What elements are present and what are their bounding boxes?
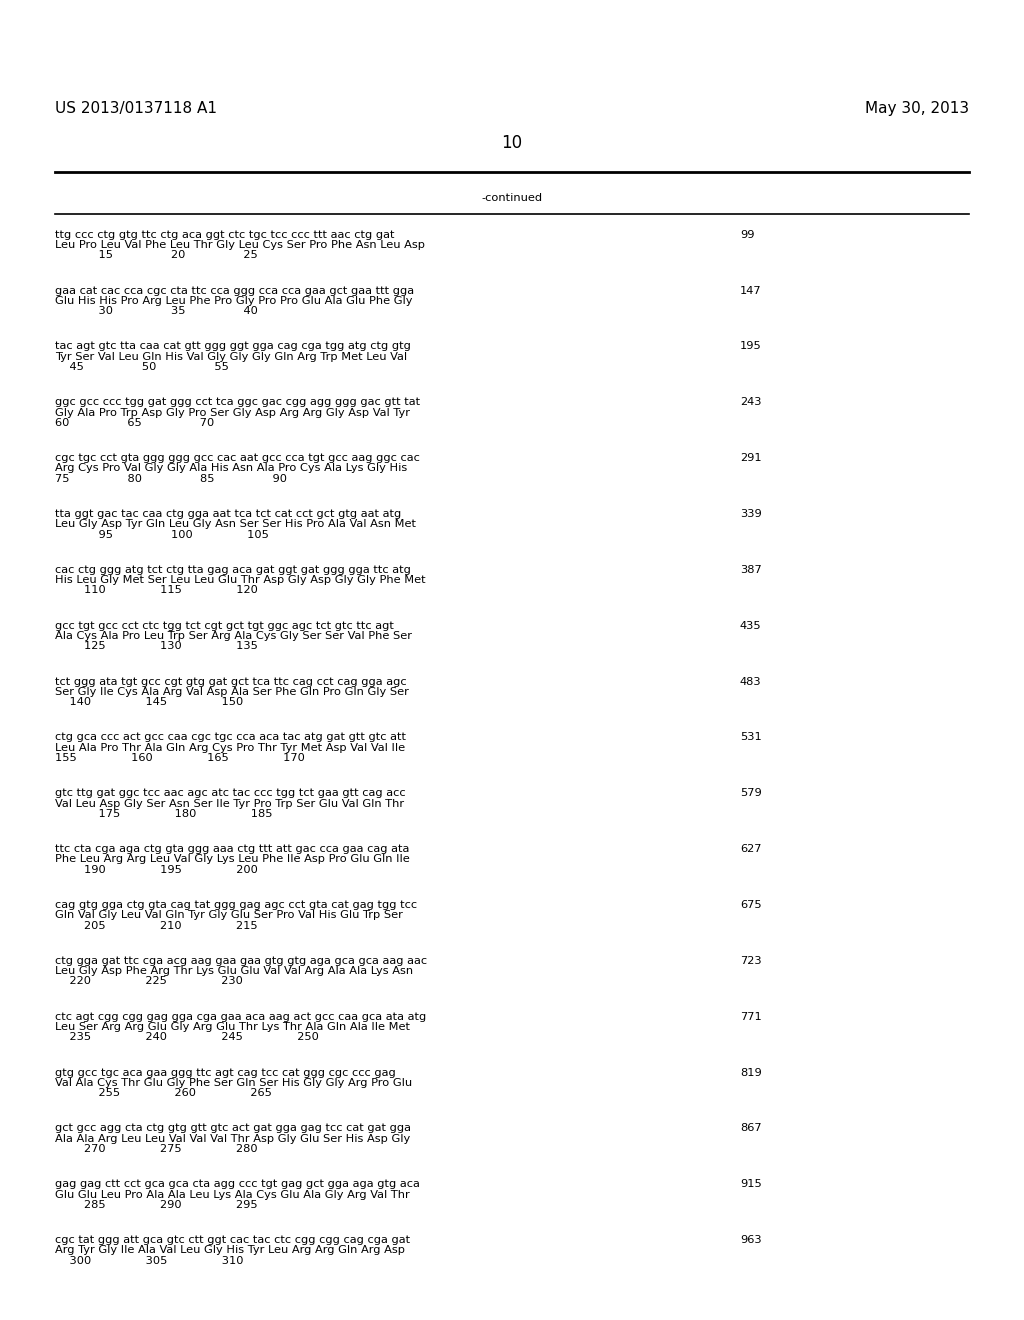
Text: ttg ccc ctg gtg ttc ctg aca ggt ctc tgc tcc ccc ttt aac ctg gat: ttg ccc ctg gtg ttc ctg aca ggt ctc tgc … [55, 230, 394, 240]
Text: 255               260               265: 255 260 265 [55, 1088, 272, 1098]
Text: tct ggg ata tgt gcc cgt gtg gat gct tca ttc cag cct cag gga agc: tct ggg ata tgt gcc cgt gtg gat gct tca … [55, 677, 407, 686]
Text: 110               115               120: 110 115 120 [55, 586, 258, 595]
Text: Leu Ala Pro Thr Ala Gln Arg Cys Pro Thr Tyr Met Asp Val Val Ile: Leu Ala Pro Thr Ala Gln Arg Cys Pro Thr … [55, 743, 406, 752]
Text: 675: 675 [740, 900, 762, 909]
Text: ctg gga gat ttc cga acg aag gaa gaa gtg gtg aga gca gca aag aac: ctg gga gat ttc cga acg aag gaa gaa gtg … [55, 956, 427, 966]
Text: 190               195               200: 190 195 200 [55, 865, 258, 875]
Text: gag gag ctt cct gca gca cta agg ccc tgt gag gct gga aga gtg aca: gag gag ctt cct gca gca cta agg ccc tgt … [55, 1179, 420, 1189]
Text: 147: 147 [740, 285, 762, 296]
Text: 235               240               245               250: 235 240 245 250 [55, 1032, 318, 1043]
Text: Leu Gly Asp Phe Arg Thr Lys Glu Glu Val Val Arg Ala Ala Lys Asn: Leu Gly Asp Phe Arg Thr Lys Glu Glu Val … [55, 966, 413, 977]
Text: 819: 819 [740, 1068, 762, 1077]
Text: cag gtg gga ctg gta cag tat ggg gag agc cct gta cat gag tgg tcc: cag gtg gga ctg gta cag tat ggg gag agc … [55, 900, 417, 909]
Text: gaa cat cac cca cgc cta ttc cca ggg cca cca gaa gct gaa ttt gga: gaa cat cac cca cgc cta ttc cca ggg cca … [55, 285, 414, 296]
Text: Glu Glu Leu Pro Ala Ala Leu Lys Ala Cys Glu Ala Gly Arg Val Thr: Glu Glu Leu Pro Ala Ala Leu Lys Ala Cys … [55, 1189, 410, 1200]
Text: US 2013/0137118 A1: US 2013/0137118 A1 [55, 100, 217, 116]
Text: May 30, 2013: May 30, 2013 [865, 100, 969, 116]
Text: Gly Ala Pro Trp Asp Gly Pro Ser Gly Asp Arg Arg Gly Asp Val Tyr: Gly Ala Pro Trp Asp Gly Pro Ser Gly Asp … [55, 408, 410, 417]
Text: 387: 387 [740, 565, 762, 574]
Text: 723: 723 [740, 956, 762, 966]
Text: ggc gcc ccc tgg gat ggg cct tca ggc gac cgg agg ggg gac gtt tat: ggc gcc ccc tgg gat ggg cct tca ggc gac … [55, 397, 420, 408]
Text: 30                35                40: 30 35 40 [55, 306, 258, 317]
Text: 531: 531 [740, 733, 762, 742]
Text: Phe Leu Arg Arg Leu Val Gly Lys Leu Phe Ile Asp Pro Glu Gln Ile: Phe Leu Arg Arg Leu Val Gly Lys Leu Phe … [55, 854, 410, 865]
Text: Glu His His Pro Arg Leu Phe Pro Gly Pro Pro Glu Ala Glu Phe Gly: Glu His His Pro Arg Leu Phe Pro Gly Pro … [55, 296, 413, 306]
Text: 155               160               165               170: 155 160 165 170 [55, 752, 305, 763]
Text: 45                50                55: 45 50 55 [55, 362, 229, 372]
Text: His Leu Gly Met Ser Leu Leu Glu Thr Asp Gly Asp Gly Gly Phe Met: His Leu Gly Met Ser Leu Leu Glu Thr Asp … [55, 576, 426, 585]
Text: 483: 483 [740, 677, 762, 686]
Text: gcc tgt gcc cct ctc tgg tct cgt gct tgt ggc agc tct gtc ttc agt: gcc tgt gcc cct ctc tgg tct cgt gct tgt … [55, 620, 394, 631]
Text: Ser Gly Ile Cys Ala Arg Val Asp Ala Ser Phe Gln Pro Gln Gly Ser: Ser Gly Ile Cys Ala Arg Val Asp Ala Ser … [55, 686, 409, 697]
Text: Ala Cys Ala Pro Leu Trp Ser Arg Ala Cys Gly Ser Ser Val Phe Ser: Ala Cys Ala Pro Leu Trp Ser Arg Ala Cys … [55, 631, 412, 642]
Text: 270               275               280: 270 275 280 [55, 1144, 258, 1154]
Text: 867: 867 [740, 1123, 762, 1134]
Text: 285               290               295: 285 290 295 [55, 1200, 258, 1210]
Text: Arg Cys Pro Val Gly Gly Ala His Asn Ala Pro Cys Ala Lys Gly His: Arg Cys Pro Val Gly Gly Ala His Asn Ala … [55, 463, 408, 474]
Text: 291: 291 [740, 453, 762, 463]
Text: cgc tgc cct gta ggg ggg gcc cac aat gcc cca tgt gcc aag ggc cac: cgc tgc cct gta ggg ggg gcc cac aat gcc … [55, 453, 420, 463]
Text: 99: 99 [740, 230, 755, 240]
Text: cac ctg ggg atg tct ctg tta gag aca gat ggt gat ggg gga ttc atg: cac ctg ggg atg tct ctg tta gag aca gat … [55, 565, 411, 574]
Text: 175               180               185: 175 180 185 [55, 809, 272, 818]
Text: tac agt gtc tta caa cat gtt ggg ggt gga cag cga tgg atg ctg gtg: tac agt gtc tta caa cat gtt ggg ggt gga … [55, 342, 411, 351]
Text: Leu Pro Leu Val Phe Leu Thr Gly Leu Cys Ser Pro Phe Asn Leu Asp: Leu Pro Leu Val Phe Leu Thr Gly Leu Cys … [55, 240, 425, 249]
Text: 771: 771 [740, 1011, 762, 1022]
Text: gtc ttg gat ggc tcc aac agc atc tac ccc tgg tct gaa gtt cag acc: gtc ttg gat ggc tcc aac agc atc tac ccc … [55, 788, 406, 799]
Text: Ala Ala Arg Leu Leu Val Val Val Thr Asp Gly Glu Ser His Asp Gly: Ala Ala Arg Leu Leu Val Val Val Thr Asp … [55, 1134, 411, 1143]
Text: gtg gcc tgc aca gaa ggg ttc agt cag tcc cat ggg cgc ccc gag: gtg gcc tgc aca gaa ggg ttc agt cag tcc … [55, 1068, 395, 1077]
Text: Gln Val Gly Leu Val Gln Tyr Gly Glu Ser Pro Val His Glu Trp Ser: Gln Val Gly Leu Val Gln Tyr Gly Glu Ser … [55, 911, 402, 920]
Text: 963: 963 [740, 1236, 762, 1245]
Text: -continued: -continued [481, 193, 543, 203]
Text: 915: 915 [740, 1179, 762, 1189]
Text: Tyr Ser Val Leu Gln His Val Gly Gly Gly Gln Arg Trp Met Leu Val: Tyr Ser Val Leu Gln His Val Gly Gly Gly … [55, 351, 408, 362]
Text: 300               305               310: 300 305 310 [55, 1255, 244, 1266]
Text: 140               145               150: 140 145 150 [55, 697, 244, 708]
Text: cgc tat ggg att gca gtc ctt ggt cac tac ctc cgg cgg cag cga gat: cgc tat ggg att gca gtc ctt ggt cac tac … [55, 1236, 411, 1245]
Text: 243: 243 [740, 397, 762, 408]
Text: ttc cta cga aga ctg gta ggg aaa ctg ttt att gac cca gaa cag ata: ttc cta cga aga ctg gta ggg aaa ctg ttt … [55, 843, 410, 854]
Text: 627: 627 [740, 843, 762, 854]
Text: 15                20                25: 15 20 25 [55, 251, 258, 260]
Text: 435: 435 [740, 620, 762, 631]
Text: ctc agt cgg cgg gag gga cga gaa aca aag act gcc caa gca ata atg: ctc agt cgg cgg gag gga cga gaa aca aag … [55, 1011, 426, 1022]
Text: Val Ala Cys Thr Glu Gly Phe Ser Gln Ser His Gly Gly Arg Pro Glu: Val Ala Cys Thr Glu Gly Phe Ser Gln Ser … [55, 1078, 412, 1088]
Text: ctg gca ccc act gcc caa cgc tgc cca aca tac atg gat gtt gtc att: ctg gca ccc act gcc caa cgc tgc cca aca … [55, 733, 406, 742]
Text: tta ggt gac tac caa ctg gga aat tca tct cat cct gct gtg aat atg: tta ggt gac tac caa ctg gga aat tca tct … [55, 510, 401, 519]
Text: 195: 195 [740, 342, 762, 351]
Text: 205               210               215: 205 210 215 [55, 920, 258, 931]
Text: Arg Tyr Gly Ile Ala Val Leu Gly His Tyr Leu Arg Arg Gln Arg Asp: Arg Tyr Gly Ile Ala Val Leu Gly His Tyr … [55, 1246, 406, 1255]
Text: 220               225               230: 220 225 230 [55, 977, 243, 986]
Text: 75                80                85                90: 75 80 85 90 [55, 474, 287, 483]
Text: 579: 579 [740, 788, 762, 799]
Text: Val Leu Asp Gly Ser Asn Ser Ile Tyr Pro Trp Ser Glu Val Gln Thr: Val Leu Asp Gly Ser Asn Ser Ile Tyr Pro … [55, 799, 404, 809]
Text: 125               130               135: 125 130 135 [55, 642, 258, 651]
Text: gct gcc agg cta ctg gtg gtt gtc act gat gga gag tcc cat gat gga: gct gcc agg cta ctg gtg gtt gtc act gat … [55, 1123, 411, 1134]
Text: 60                65                70: 60 65 70 [55, 418, 214, 428]
Text: Leu Ser Arg Arg Glu Gly Arg Glu Thr Lys Thr Ala Gln Ala Ile Met: Leu Ser Arg Arg Glu Gly Arg Glu Thr Lys … [55, 1022, 410, 1032]
Text: 10: 10 [502, 133, 522, 152]
Text: 95                100               105: 95 100 105 [55, 529, 269, 540]
Text: 339: 339 [740, 510, 762, 519]
Text: Leu Gly Asp Tyr Gln Leu Gly Asn Ser Ser His Pro Ala Val Asn Met: Leu Gly Asp Tyr Gln Leu Gly Asn Ser Ser … [55, 519, 416, 529]
